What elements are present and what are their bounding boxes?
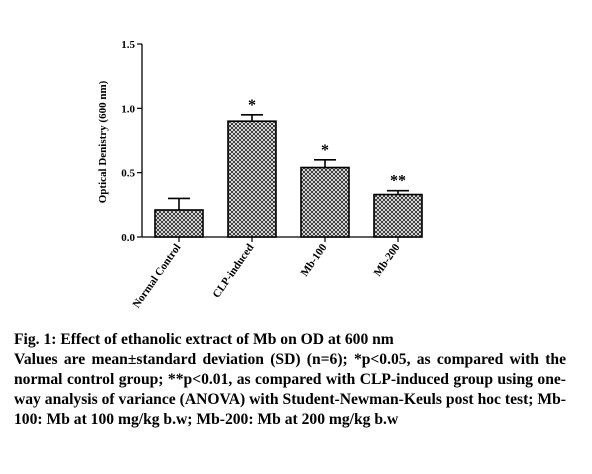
bar	[300, 166, 350, 238]
bar	[154, 209, 204, 238]
significance-marker: **	[390, 173, 406, 190]
x-tick-label: Mb-100	[299, 241, 330, 278]
bar-chart: Optical Denistry (600 nm) 0.0 0.5 1.0 1.5 *…	[97, 39, 423, 311]
significance-marker: *	[321, 142, 329, 159]
y-axis-label: Optical Denistry (600 nm)	[97, 80, 109, 203]
caption-title: Fig. 1: Effect of ethanolic extract of M…	[14, 331, 394, 348]
x-tick-label: Mb-200	[372, 241, 403, 278]
x-tick-label: Normal Control	[130, 242, 183, 311]
caption-body: Values are mean±standard deviation (SD) …	[14, 351, 566, 428]
figure-caption: Fig. 1: Effect of ethanolic extract of M…	[14, 330, 566, 430]
bar	[373, 193, 423, 238]
significance-marker: *	[248, 97, 256, 114]
y-tick-label: 0.0	[121, 232, 135, 244]
y-tick-label: 1.0	[121, 103, 135, 115]
bar	[227, 120, 277, 238]
y-tick-label: 0.5	[121, 168, 135, 180]
x-tick-label: CLP-induced	[211, 242, 257, 300]
y-tick-label: 1.5	[121, 39, 135, 51]
